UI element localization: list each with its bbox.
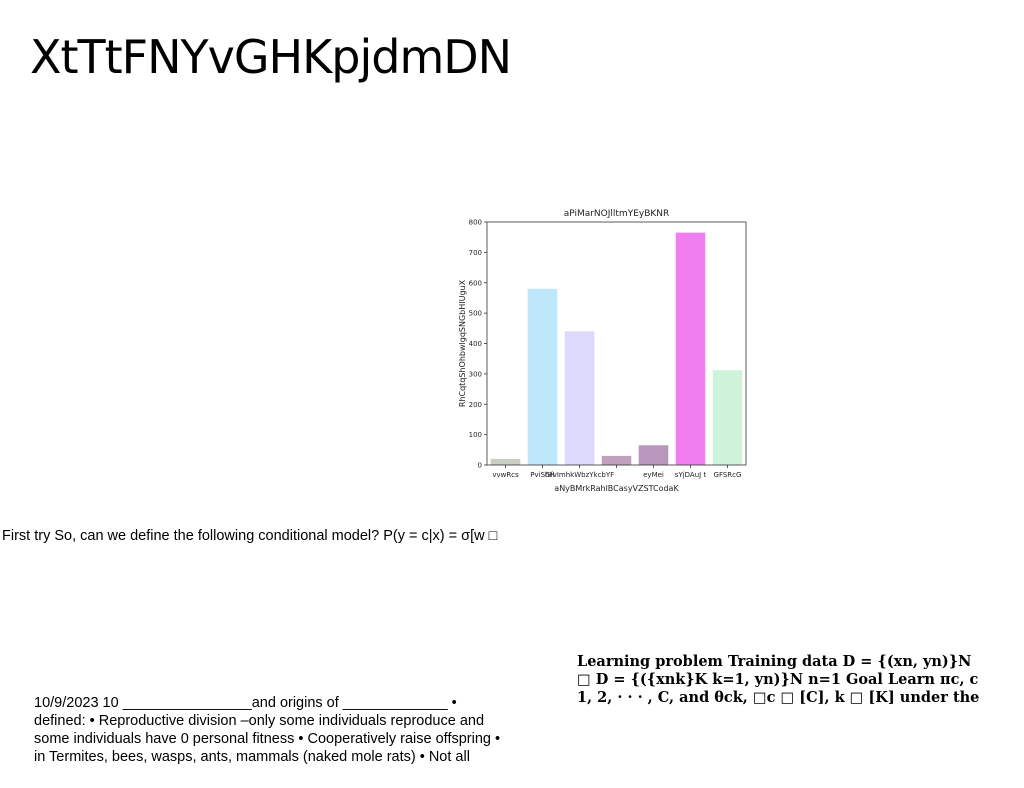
bar <box>564 331 595 465</box>
y-tick-label: 800 <box>469 219 482 227</box>
y-tick-label: 200 <box>469 401 482 409</box>
learning-line: □ D = {({xnk}K k=1, yn)}N n=1 Goal Learn… <box>577 671 979 688</box>
bar <box>675 232 706 465</box>
y-tick-label: 0 <box>478 462 482 470</box>
x-tick-label: eyMei <box>643 471 664 479</box>
notes-line: some individuals have 0 personal fitness… <box>34 731 501 747</box>
x-tick-label: GFSRcG <box>714 471 742 479</box>
y-tick-label: 600 <box>469 279 482 287</box>
bar <box>527 288 558 465</box>
x-tick-label: sYjDAuJ t <box>675 471 707 479</box>
chart-y-axis-label: RhCqtqShOhbwlgqSNGbHIUguX <box>458 279 467 407</box>
learning-line: Learning problem Training data D = {(xn,… <box>577 653 972 670</box>
y-tick-label: 500 <box>469 310 482 318</box>
y-tick-label: 100 <box>469 431 482 439</box>
first-try-text: First try So, can we define the followin… <box>2 528 498 544</box>
y-tick-label: 300 <box>469 370 482 378</box>
slide-title: XtTtFNYvGHKpjdmDN <box>30 30 512 84</box>
x-tick-label: vvwRcs <box>492 471 519 479</box>
y-tick-label: 400 <box>469 340 482 348</box>
notes-line: in Termites, bees, wasps, ants, mammals … <box>34 749 470 765</box>
chart-title: aPiMarNOJlltmYEyBKNR <box>564 209 670 219</box>
bar <box>712 370 743 465</box>
learning-problem-text: Learning problem Training data D = {(xn,… <box>577 653 1024 707</box>
learning-line: 1, 2, · · · , C, and θck, □c □ [C], k □ … <box>577 689 980 706</box>
notes-line: 10/9/2023 10 ________________and origins… <box>34 695 457 711</box>
plot-frame <box>486 221 747 466</box>
bar <box>601 455 632 465</box>
lecture-notes: 10/9/2023 10 ________________and origins… <box>34 694 554 766</box>
bar-chart: aPiMarNOJlltmYEyBKNR RhCqtqShOhbwlgqSNGb… <box>458 209 747 493</box>
bar <box>490 458 521 465</box>
bar <box>638 445 669 465</box>
y-tick-label: 700 <box>469 249 482 257</box>
x-tick-label: PviShH <box>530 471 554 479</box>
chart-x-axis-label: aNyBMrkRahlBCasyVZSTCodaK <box>554 484 679 493</box>
notes-line: defined: • Reproductive division –only s… <box>34 713 485 729</box>
x-tick-label: GfvImhkWbzYkcbYF <box>545 471 614 479</box>
